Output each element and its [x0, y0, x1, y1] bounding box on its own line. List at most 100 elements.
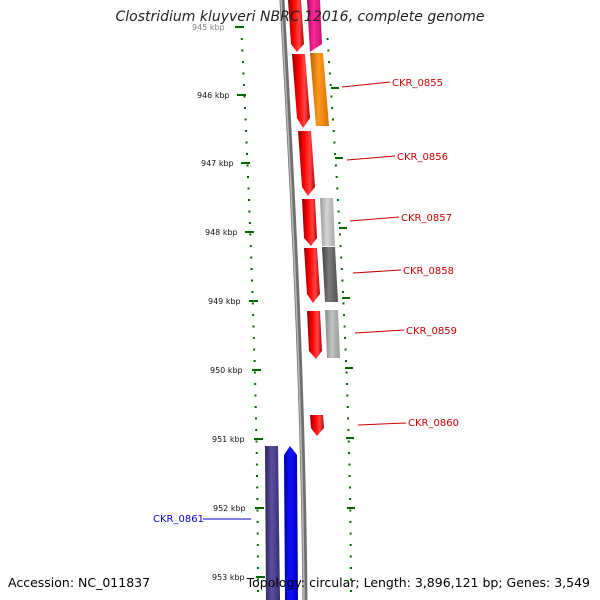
scale-dot [256, 509, 259, 512]
outer-dot [343, 325, 346, 328]
outer-dot [333, 141, 336, 144]
scale-dot [248, 210, 251, 213]
outer-dot [349, 498, 352, 500]
gene-label-ckr-0856[interactable]: CKR_0856 [397, 152, 448, 163]
scale-dot [248, 222, 251, 224]
scale-dot [252, 314, 255, 316]
gene-arrow-red-1 [292, 54, 310, 128]
accession-text: Accession: NC_011837 [8, 575, 151, 590]
scale-dot [251, 302, 254, 305]
gene-arrow-ckr-0859 [325, 310, 340, 358]
scale-dot [256, 475, 258, 477]
scale-dot [250, 256, 253, 259]
outer-dot [331, 118, 334, 121]
gene-arrow-ckr-0857 [320, 198, 335, 246]
outer-dot [338, 222, 341, 224]
outer-dot [346, 406, 349, 408]
outer-dot [349, 555, 352, 558]
outer-dot [348, 463, 351, 466]
scale-dot [255, 429, 258, 431]
outer-dot [349, 567, 352, 569]
scale-dot [242, 72, 245, 75]
outer-dot [348, 475, 351, 477]
scale-dot [254, 394, 257, 397]
gene-arrow-ckr-0860 [310, 415, 324, 436]
scale-dot [257, 578, 259, 581]
scale-dot [252, 325, 255, 328]
scale-dot [256, 544, 259, 546]
gene-label-ckr-0860[interactable]: CKR_0860 [408, 418, 459, 429]
scale-dot [256, 567, 259, 569]
outer-dot [341, 279, 344, 282]
outer-dot [350, 578, 352, 581]
scale-dot [250, 268, 253, 270]
tick-label-945: 945 kbp [192, 23, 225, 32]
outer-dot [331, 107, 334, 109]
outer-dot [341, 291, 344, 293]
outer-dot [350, 590, 352, 592]
gene-label-ckr-0858[interactable]: CKR_0858 [403, 266, 454, 277]
scale-dot [253, 360, 256, 362]
scale-dot [244, 107, 246, 109]
scale-dot [254, 383, 257, 385]
outer-dot [345, 383, 348, 385]
gene-arrow-top-pink [307, 0, 322, 52]
gene-label-ckr-0855[interactable]: CKR_0855 [392, 78, 443, 89]
scale-dot [256, 532, 259, 535]
tick-label-952: 952 kbp [213, 504, 246, 513]
scale-dot [249, 245, 252, 247]
outer-dot [329, 84, 332, 86]
outer-dot [326, 38, 329, 40]
scale-dot [249, 233, 252, 236]
outer-dot [347, 429, 350, 431]
genome-title: Clostridium kluyveri NBRC 12016, complet… [115, 9, 485, 25]
scale-dot [241, 49, 244, 52]
outer-dot [348, 452, 351, 454]
gene-label-ckr-0857[interactable]: CKR_0857 [401, 213, 452, 224]
scale-dot [256, 498, 259, 500]
genome-backbone [279, 0, 308, 600]
gene-arrow-top-red [288, 0, 304, 52]
scale-dot [246, 164, 249, 167]
scale-dot [255, 452, 258, 454]
outer-dot [330, 95, 333, 98]
scale-dot [256, 555, 259, 558]
scale-dot [246, 153, 248, 155]
outer-dot [340, 256, 343, 259]
outer-dot [336, 199, 339, 201]
gene-arrow-ckr-0855 [310, 53, 329, 126]
scale-dot [247, 176, 249, 178]
outer-dot [344, 348, 347, 351]
gene-arrow-ckr-0856 [298, 131, 315, 196]
scale-dot [244, 118, 247, 121]
tick-label-946: 946 kbp [197, 91, 230, 100]
gene-block-indigo [265, 446, 280, 600]
outer-dot [336, 187, 339, 190]
scale-dot [257, 590, 259, 592]
tick-label-947: 947 kbp [201, 159, 234, 168]
outer-ring-ticks [331, 87, 355, 509]
scale-ring-dots [240, 38, 352, 592]
outer-dot [349, 544, 352, 546]
outer-dot [345, 360, 347, 362]
gene-label-ckr-0861[interactable]: CKR_0861 [153, 514, 204, 525]
outer-dot [349, 521, 352, 523]
outer-dot [349, 532, 352, 535]
outer-dot [344, 337, 347, 339]
scale-dot [241, 61, 244, 63]
outer-dot [346, 394, 349, 397]
gene-arrow-red-2 [302, 199, 317, 246]
outer-dot [349, 509, 352, 512]
outer-dot [348, 486, 351, 489]
outer-dot [339, 245, 342, 247]
outer-dot [337, 210, 340, 213]
gene-arrow-red-4 [307, 311, 322, 359]
outer-dot [327, 49, 330, 52]
tick-label-948: 948 kbp [205, 228, 238, 237]
outer-dot [335, 176, 338, 178]
tick-label-950: 950 kbp [210, 366, 243, 375]
gene-label-ckr-0859[interactable]: CKR_0859 [406, 326, 457, 337]
tick-label-951: 951 kbp [212, 435, 245, 444]
scale-dot [240, 38, 243, 40]
scale-dot [242, 84, 245, 86]
